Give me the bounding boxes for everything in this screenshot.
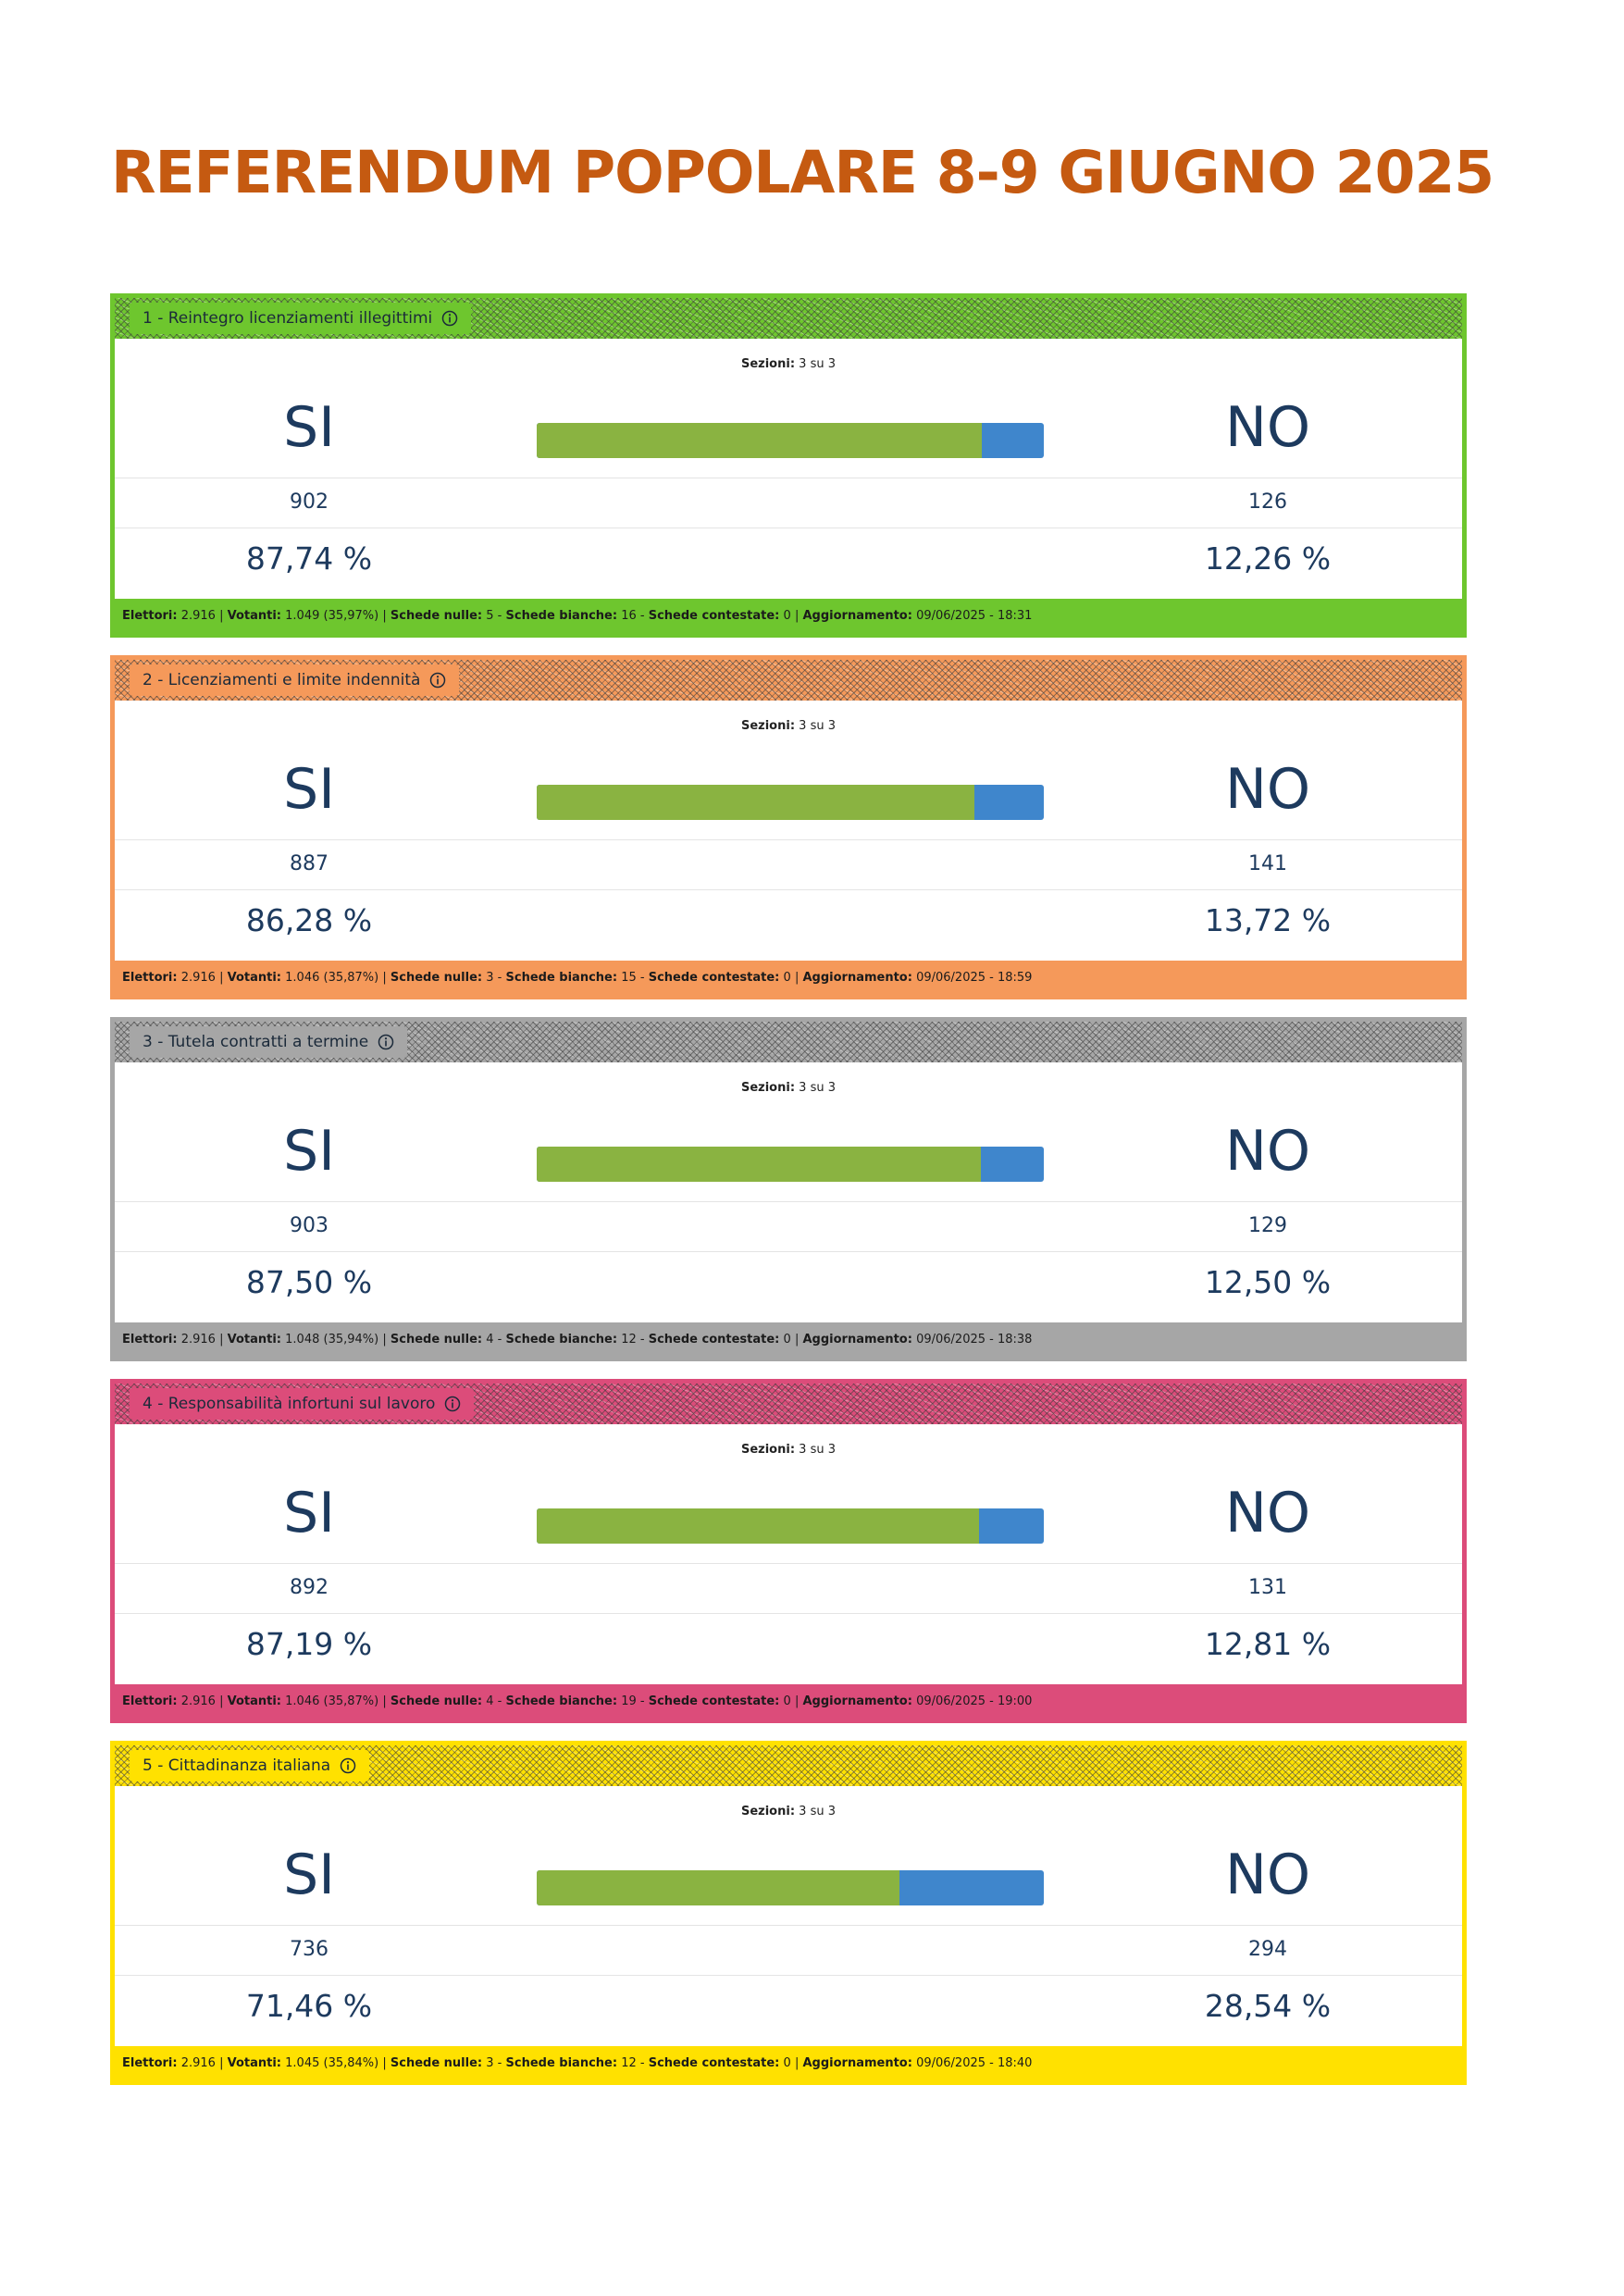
yes-votes: 902 [290,490,329,514]
result-bar [537,1508,1044,1544]
yes-votes: 892 [290,1576,329,1599]
referendum-title-tab[interactable]: 1 - Reintegro licenziamenti illegittimi [130,303,472,334]
divider [115,1925,1462,1926]
yes-label: SI [283,1119,335,1184]
yes-percentage: 87,74 % [245,540,373,577]
no-percentage: 12,50 % [1204,1264,1332,1300]
card-footer-stats: Elettori: 2.916 | Votanti: 1.049 (35,97%… [115,599,1462,633]
yes-label: SI [283,1481,335,1545]
yes-percentage: 86,28 % [245,902,373,938]
yes-bar-fill [537,785,974,820]
no-percentage: 12,26 % [1204,540,1332,577]
yes-bar-fill [537,1147,981,1182]
result-bar [537,423,1044,458]
yes-percentage: 87,50 % [245,1264,373,1300]
referendum-title: 2 - Licenziamenti e limite indennità [143,671,421,689]
yes-bar-fill [537,1508,979,1544]
yes-percentage: 71,46 % [245,1988,373,2024]
no-votes: 294 [1248,1938,1287,1961]
referendum-card: 3 - Tutela contratti a termine Sezioni: … [110,1017,1467,1361]
referendum-card: 5 - Cittadinanza italiana Sezioni: 3 su … [110,1741,1467,2085]
referendum-title-tab[interactable]: 4 - Responsabilità infortuni sul lavoro [130,1388,475,1420]
yes-votes: 903 [290,1214,329,1237]
sections-count: Sezioni: 3 su 3 [740,1805,836,1818]
no-votes: 141 [1248,852,1287,875]
no-percentage: 28,54 % [1204,1988,1332,2024]
card-header: 1 - Reintegro licenziamenti illegittimi [115,298,1462,339]
referendum-card: 2 - Licenziamenti e limite indennità Sez… [110,655,1467,999]
referendum-title: 5 - Cittadinanza italiana [143,1756,331,1775]
referendum-title-tab[interactable]: 2 - Licenziamenti e limite indennità [130,664,460,696]
no-votes: 129 [1248,1214,1287,1237]
info-icon[interactable] [340,1757,356,1774]
card-footer-stats: Elettori: 2.916 | Votanti: 1.045 (35,84%… [115,2046,1462,2080]
yes-label: SI [283,395,335,460]
card-header: 3 - Tutela contratti a termine [115,1022,1462,1062]
result-bar [537,1147,1044,1182]
card-footer-stats: Elettori: 2.916 | Votanti: 1.048 (35,94%… [115,1322,1462,1357]
no-label: NO [1224,1843,1311,1907]
page-title: REFERENDUM POPOLARE 8-9 GIUGNO 2025 [111,139,1494,206]
yes-percentage: 87,19 % [245,1626,373,1662]
sections-count: Sezioni: 3 su 3 [740,1081,836,1095]
divider [115,1201,1462,1202]
info-icon[interactable] [429,672,446,689]
no-votes: 131 [1248,1576,1287,1599]
yes-votes: 736 [290,1938,329,1961]
card-footer-stats: Elettori: 2.916 | Votanti: 1.046 (35,87%… [115,961,1462,995]
yes-bar-fill [537,1870,899,1905]
divider [115,1975,1462,1976]
sections-count: Sezioni: 3 su 3 [740,719,836,733]
referendum-title: 1 - Reintegro licenziamenti illegittimi [143,309,433,328]
info-icon[interactable] [441,310,458,327]
divider [115,1613,1462,1614]
yes-label: SI [283,757,335,822]
referendum-title-tab[interactable]: 5 - Cittadinanza italiana [130,1750,370,1781]
sections-count: Sezioni: 3 su 3 [740,1443,836,1457]
card-header: 4 - Responsabilità infortuni sul lavoro [115,1384,1462,1424]
no-label: NO [1224,395,1311,460]
divider [115,1251,1462,1252]
divider [115,839,1462,840]
referendum-title: 4 - Responsabilità infortuni sul lavoro [143,1395,436,1413]
no-label: NO [1224,1119,1311,1184]
no-label: NO [1224,757,1311,822]
card-footer-stats: Elettori: 2.916 | Votanti: 1.046 (35,87%… [115,1684,1462,1719]
divider [115,889,1462,890]
no-votes: 126 [1248,490,1287,514]
no-percentage: 12,81 % [1204,1626,1332,1662]
info-icon[interactable] [444,1396,461,1412]
referendum-card: 4 - Responsabilità infortuni sul lavoro … [110,1379,1467,1723]
yes-label: SI [283,1843,335,1907]
no-label: NO [1224,1481,1311,1545]
card-header: 2 - Licenziamenti e limite indennità [115,660,1462,701]
result-bar [537,1870,1044,1905]
yes-votes: 887 [290,852,329,875]
referendum-title: 3 - Tutela contratti a termine [143,1033,369,1051]
yes-bar-fill [537,423,982,458]
divider [115,1563,1462,1564]
referendum-card: 1 - Reintegro licenziamenti illegittimi … [110,293,1467,638]
referendum-list: 1 - Reintegro licenziamenti illegittimi … [110,293,1467,2103]
card-header: 5 - Cittadinanza italiana [115,1745,1462,1786]
referendum-title-tab[interactable]: 3 - Tutela contratti a termine [130,1026,408,1058]
result-bar [537,785,1044,820]
info-icon[interactable] [378,1034,394,1050]
sections-count: Sezioni: 3 su 3 [740,357,836,371]
divider [115,527,1462,528]
no-percentage: 13,72 % [1204,902,1332,938]
